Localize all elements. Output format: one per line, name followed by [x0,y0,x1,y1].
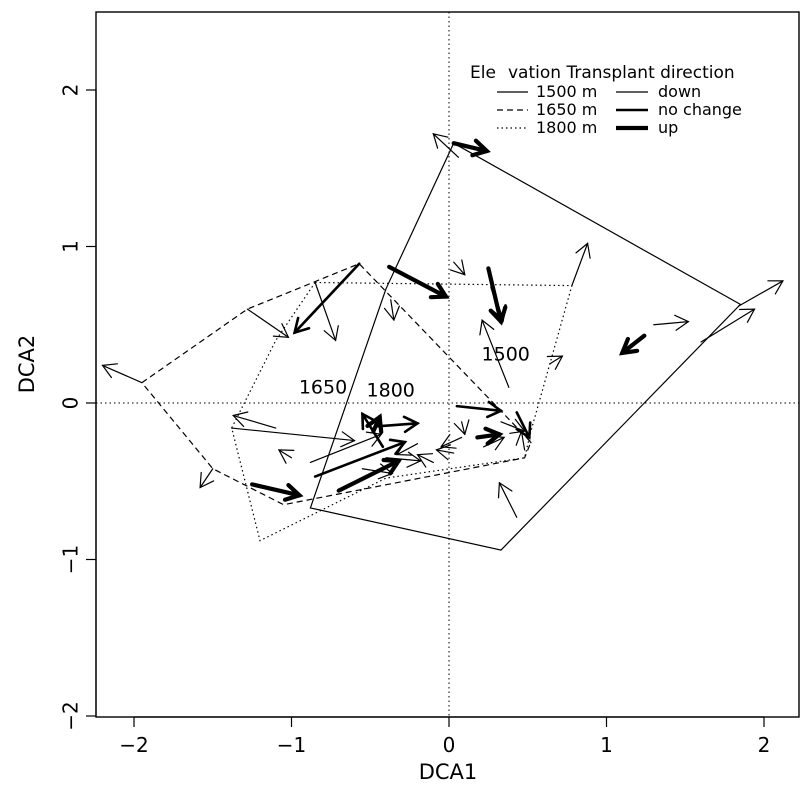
x-axis-label: DCA1 [419,760,478,784]
legend-label-elevation: 1650 m [536,100,597,119]
hull-labels: 1650 1800 1500 [299,344,530,402]
hull-label: 1500 [482,344,530,366]
arrow-down [738,280,784,307]
legend-title-left: Ele [470,63,496,83]
x-tick-label: 0 [443,733,456,757]
x-tick-label: 2 [758,733,771,757]
legend-label-direction: no change [658,100,742,119]
hull-label: 1800 [367,380,415,402]
arrow-up [250,482,304,502]
elevation-hulls [141,142,742,551]
arrow-down [231,427,356,448]
arrow-up [618,333,647,356]
x-tick-label: 1 [600,733,613,757]
arrow-down [416,453,434,468]
y-tick-label: −2 [59,701,83,730]
arrow-down [361,463,394,480]
arrow-up [336,457,403,493]
hull-1800-m [231,281,573,542]
arrow-no-change [373,415,421,434]
arrow-down [483,435,506,451]
arrow-down [497,481,518,518]
arrow-down [383,299,400,322]
arrow-down [440,434,463,449]
plot-area [96,12,799,717]
arrow-down [571,242,591,287]
hull-label: 1650 [299,377,347,399]
y-tick-label: 0 [59,397,83,410]
legend-label-direction: down [658,82,701,101]
hull-1500-m [309,142,742,551]
x-axis: −2 −1 0 1 2 [119,716,771,757]
arrow-down [309,431,383,464]
arrow-down [449,259,466,276]
arrow-down [500,418,526,434]
x-tick-label: −2 [119,733,148,757]
arrow-down [277,449,295,464]
arrow-up [451,138,491,158]
arrow-down [479,318,510,388]
arrow-down [546,355,564,370]
arrow-down [432,132,460,158]
transplant-arrows [101,132,784,518]
arrow-down [246,308,290,338]
y-tick-label: 1 [59,240,83,253]
arrow-down [232,411,277,429]
arrow-up [486,266,508,326]
arrow-down [314,281,339,342]
legend-title-right: vation Transplant direction [508,63,735,83]
reference-lines [96,12,799,717]
arrow-down [515,430,532,451]
arrow-down [653,314,690,331]
arrow-up [475,426,504,446]
arrow-no-change [292,262,361,335]
y-tick-label: −1 [59,545,83,574]
y-axis-label: DCA2 [15,335,39,394]
arrow-down [700,308,756,343]
arrow-no-change [455,400,504,419]
arrow-down [435,444,455,461]
legend-label-elevation: 1800 m [536,118,597,137]
arrow-down [395,441,419,456]
x-tick-label: −1 [277,733,306,757]
legend-label-direction: up [658,118,678,137]
arrow-down [101,363,143,384]
hull-1650-m [141,262,532,506]
arrow-down [453,419,470,436]
y-axis: −2 −1 0 1 2 [59,84,97,731]
y-tick-label: 2 [59,84,83,97]
arrow-down [199,468,215,489]
arrow-no-change [361,411,385,449]
arrow-up [387,264,450,300]
legend-label-elevation: 1500 m [536,82,597,101]
